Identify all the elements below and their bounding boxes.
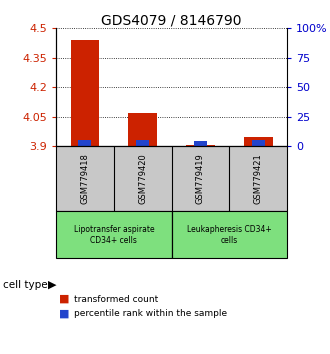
Text: GSM779419: GSM779419 bbox=[196, 153, 205, 204]
Text: ■: ■ bbox=[59, 308, 70, 318]
Bar bbox=[79, 140, 91, 146]
Bar bbox=[186, 145, 215, 146]
Text: percentile rank within the sample: percentile rank within the sample bbox=[74, 309, 227, 318]
FancyBboxPatch shape bbox=[56, 211, 172, 258]
Text: cell type: cell type bbox=[3, 280, 48, 290]
Text: ■: ■ bbox=[59, 294, 70, 304]
Text: transformed count: transformed count bbox=[74, 295, 158, 304]
Text: ▶: ▶ bbox=[48, 280, 56, 290]
Text: Lipotransfer aspirate
CD34+ cells: Lipotransfer aspirate CD34+ cells bbox=[74, 225, 154, 245]
FancyBboxPatch shape bbox=[56, 146, 287, 211]
Title: GDS4079 / 8146790: GDS4079 / 8146790 bbox=[101, 13, 242, 27]
Text: Leukapheresis CD34+
cells: Leukapheresis CD34+ cells bbox=[187, 225, 272, 245]
Text: GSM779421: GSM779421 bbox=[254, 153, 263, 204]
Bar bbox=[128, 113, 157, 146]
Bar bbox=[194, 141, 207, 146]
Bar bbox=[136, 141, 149, 146]
Bar bbox=[252, 141, 265, 146]
Bar bbox=[71, 40, 99, 146]
Text: GSM779418: GSM779418 bbox=[81, 153, 89, 204]
Text: GSM779420: GSM779420 bbox=[138, 153, 147, 204]
FancyBboxPatch shape bbox=[172, 211, 287, 258]
Bar bbox=[244, 137, 273, 146]
